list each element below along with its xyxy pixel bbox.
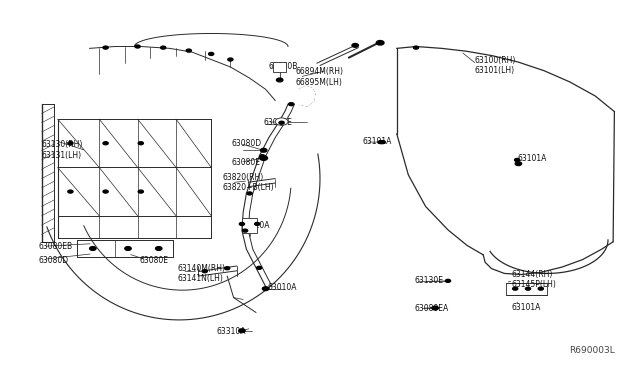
Bar: [242, 218, 257, 232]
Text: R690003L: R690003L: [569, 346, 614, 355]
Circle shape: [103, 142, 108, 145]
Circle shape: [68, 190, 73, 193]
Circle shape: [202, 270, 207, 273]
Circle shape: [380, 141, 385, 144]
Text: 63101A: 63101A: [362, 137, 392, 146]
Text: 63080E: 63080E: [140, 256, 168, 265]
Circle shape: [103, 190, 108, 193]
Circle shape: [90, 247, 96, 250]
Circle shape: [209, 52, 214, 55]
Circle shape: [432, 306, 438, 310]
Text: 63080EA: 63080EA: [415, 304, 449, 312]
Circle shape: [276, 78, 283, 82]
Circle shape: [289, 103, 294, 106]
Circle shape: [279, 121, 284, 124]
Circle shape: [161, 46, 166, 49]
Text: 63310A: 63310A: [217, 327, 246, 336]
Circle shape: [413, 46, 419, 49]
Text: 63101A: 63101A: [517, 154, 547, 163]
Circle shape: [156, 247, 162, 250]
Circle shape: [135, 45, 140, 48]
Text: 63018E: 63018E: [264, 118, 292, 126]
Circle shape: [103, 46, 108, 49]
Text: 63080B: 63080B: [269, 62, 298, 71]
Circle shape: [186, 49, 191, 52]
Text: 63080E: 63080E: [232, 158, 260, 167]
Circle shape: [352, 44, 358, 47]
Circle shape: [445, 279, 451, 282]
Circle shape: [228, 58, 233, 61]
Text: 63144(RH)
63145P(LH): 63144(RH) 63145P(LH): [512, 270, 557, 289]
Text: 63130E: 63130E: [415, 276, 444, 285]
Circle shape: [260, 155, 265, 158]
Text: 63010A: 63010A: [241, 221, 270, 230]
Text: 63080EB: 63080EB: [38, 242, 72, 251]
Circle shape: [225, 267, 230, 270]
Text: 63140M(RH)
63141N(LH): 63140M(RH) 63141N(LH): [178, 264, 226, 283]
Circle shape: [376, 41, 384, 45]
Circle shape: [275, 118, 288, 125]
Circle shape: [515, 162, 522, 166]
Text: 63130(RH)
63131(LH): 63130(RH) 63131(LH): [42, 140, 83, 160]
Circle shape: [68, 142, 73, 145]
Circle shape: [255, 222, 260, 225]
Circle shape: [260, 156, 268, 160]
Circle shape: [525, 287, 531, 290]
Text: 66894M(RH)
66895M(LH): 66894M(RH) 66895M(LH): [296, 67, 344, 87]
Text: 63820(RH)
63820+B(LH): 63820(RH) 63820+B(LH): [223, 173, 275, 192]
Text: 63080D: 63080D: [232, 139, 262, 148]
Circle shape: [247, 192, 252, 195]
Text: 63080D: 63080D: [38, 256, 68, 265]
Text: 63010A: 63010A: [268, 283, 297, 292]
Circle shape: [257, 266, 262, 269]
Circle shape: [378, 141, 383, 144]
Circle shape: [239, 329, 245, 333]
Polygon shape: [300, 86, 315, 106]
Circle shape: [138, 190, 143, 193]
Circle shape: [538, 287, 543, 290]
Circle shape: [243, 229, 248, 232]
Circle shape: [513, 287, 518, 290]
Circle shape: [260, 148, 267, 152]
Bar: [273, 62, 286, 71]
Circle shape: [515, 158, 520, 161]
Circle shape: [138, 142, 143, 145]
Text: 63100(RH)
63101(LH): 63100(RH) 63101(LH): [475, 56, 516, 75]
Circle shape: [239, 222, 244, 225]
Text: 63101A: 63101A: [512, 303, 541, 312]
Circle shape: [125, 247, 131, 250]
Circle shape: [262, 287, 269, 291]
